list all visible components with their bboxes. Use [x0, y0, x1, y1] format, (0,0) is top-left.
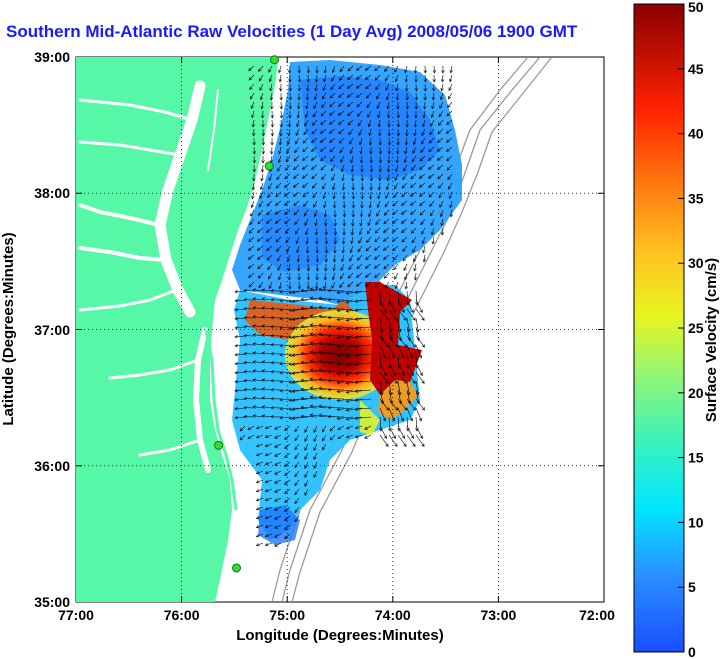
x-tick-label: 76:00: [164, 607, 200, 623]
hf-radar-stations: [214, 55, 280, 573]
x-axis-title: Longitude (Degrees:Minutes): [236, 627, 444, 644]
station-marker: [232, 563, 242, 573]
colorbar-label: Surface Velocity (cm/s): [703, 258, 720, 422]
colorbar-ticks: 0 5 10 15 20 25 30 35 40 45 50: [678, 0, 704, 659]
colorbar: [633, 3, 685, 653]
colorbar-tick-label: 35: [688, 190, 704, 206]
colorbar-tick-label: 5: [688, 579, 696, 595]
colorbar-tick-label: 50: [688, 0, 704, 15]
grid-lines: [76, 57, 604, 602]
station-marker: [214, 440, 224, 450]
colorbar-tick-label: 20: [688, 385, 704, 401]
station-marker: [264, 161, 274, 171]
y-tick-label: 36:00: [34, 458, 70, 474]
axis-ticks: [76, 57, 604, 602]
colorbar-tick-label: 15: [688, 450, 704, 466]
station-marker: [270, 55, 280, 65]
colorbar-tick-label: 25: [688, 320, 704, 336]
y-tick-label: 37:00: [34, 322, 70, 338]
colorbar-tick-label: 30: [688, 255, 704, 271]
velocity-vectors: [234, 65, 454, 547]
x-tick-label: 77:00: [58, 607, 94, 623]
y-tick-label: 39:00: [34, 49, 70, 65]
y-axis-title: Latitude (Degrees:Minutes): [0, 232, 17, 425]
barrier-islands: [204, 329, 238, 511]
x-tick-label: 74:00: [375, 607, 411, 623]
x-tick-label: 72:00: [579, 607, 615, 623]
colorbar-tick-label: 40: [688, 126, 704, 142]
y-tick-label: 38:00: [34, 185, 70, 201]
chesapeake-bay: [78, 80, 219, 473]
colorbar-tick-label: 10: [688, 514, 704, 530]
colorbar-tick-label: 45: [688, 61, 704, 77]
y-tick-label: 35:00: [34, 594, 70, 610]
map-title: Southern Mid-Atlantic Raw Velocities (1 …: [6, 22, 578, 41]
x-tick-label: 73:00: [480, 607, 516, 623]
x-tick-label: 75:00: [269, 607, 305, 623]
colorbar-tick-label: 0: [688, 644, 696, 659]
